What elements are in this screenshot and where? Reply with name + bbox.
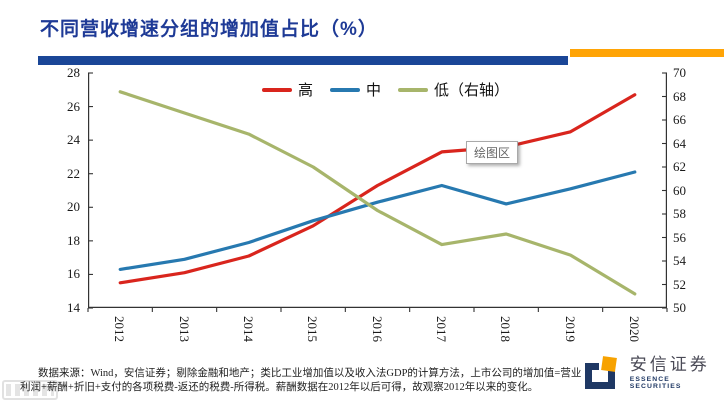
right-axis-label-68: 68 — [673, 88, 686, 104]
x-axis-label-2018: 2018 — [498, 316, 514, 342]
right-axis-label-64: 64 — [673, 135, 686, 151]
watermark-glyphs — [6, 384, 54, 396]
x-axis-label-2016: 2016 — [369, 316, 385, 342]
legend-item-中[interactable]: 中 — [330, 79, 381, 100]
chart-legend: 高 中 低（右轴） — [262, 79, 509, 100]
legend-item-低（右轴）[interactable]: 低（右轴） — [398, 79, 509, 100]
right-axis-label-58: 58 — [673, 206, 686, 221]
essence-securities-logo: 安信证券 ESSENCE SECURITIES — [584, 356, 724, 390]
left-axis-label-16: 16 — [67, 266, 80, 282]
legend-label: 低（右轴） — [434, 82, 510, 99]
right-axis-label-62: 62 — [673, 159, 686, 174]
right-axis-label-56: 56 — [673, 229, 686, 245]
title-underline-blue — [38, 56, 568, 65]
legend-swatch — [262, 87, 292, 92]
legend-swatch — [398, 87, 429, 92]
right-axis-label-54: 54 — [673, 253, 686, 268]
x-axis-label-2017: 2017 — [433, 316, 449, 342]
x-axis-label-2013: 2013 — [176, 316, 192, 342]
footnote-line1: 数据来源：Wind，安信证券；剔除金融和地产；类比工业增加值以及收入法GDP的计… — [38, 368, 582, 379]
right-axis-label-70: 70 — [673, 65, 686, 80]
page-title: 不同营收增速分组的增加值占比（%） — [40, 19, 378, 40]
left-axis-label-28: 28 — [67, 65, 80, 80]
left-axis-label-22: 22 — [67, 165, 80, 181]
left-axis-label-18: 18 — [67, 232, 80, 248]
right-axis-label-52: 52 — [673, 276, 686, 292]
right-axis-label-50: 50 — [673, 300, 686, 315]
series-line-高 — [118, 93, 637, 285]
right-axis-label-60: 60 — [673, 182, 686, 198]
legend-item-高[interactable]: 高 — [262, 79, 313, 100]
legend-label: 中 — [366, 82, 382, 99]
legend-label: 高 — [298, 82, 314, 99]
x-axis-label-2020: 2020 — [626, 316, 642, 342]
x-axis-label-2012: 2012 — [112, 316, 128, 342]
footnote-line2: 利润+薪酬+折旧+支付的各项税费-返还的税费-所得税。薪酬数据在2012年以后可… — [20, 382, 539, 393]
legend-swatch — [330, 87, 361, 92]
series-line-中 — [118, 170, 637, 271]
x-axis-label-2014: 2014 — [240, 316, 256, 342]
right-axis-label-66: 66 — [673, 112, 686, 127]
left-axis-label-14: 14 — [67, 300, 80, 315]
logo-english-name: ESSENCE SECURITIES — [629, 375, 682, 390]
plot-area-tooltip: 绘图区 — [466, 141, 519, 164]
title-underline-orange — [570, 49, 724, 57]
plot-area[interactable] — [87, 72, 668, 312]
watermark — [2, 380, 58, 400]
x-axis-label-2015: 2015 — [305, 316, 321, 342]
logo-orange-square — [601, 356, 617, 372]
series-line-低（右轴） — [118, 90, 637, 296]
left-axis-label-26: 26 — [67, 98, 80, 114]
x-axis-label-2019: 2019 — [562, 316, 578, 342]
left-axis-label-20: 20 — [67, 199, 80, 215]
essence-logo-icon — [584, 356, 622, 390]
chart: 高 中 低（右轴） 14 16 18 20 22 24 26 28 50 52 54 56 58 60 62 64… — [0, 65, 724, 356]
left-axis-label-24: 24 — [67, 132, 80, 148]
logo-chinese-name: 安信证券 — [629, 355, 710, 374]
